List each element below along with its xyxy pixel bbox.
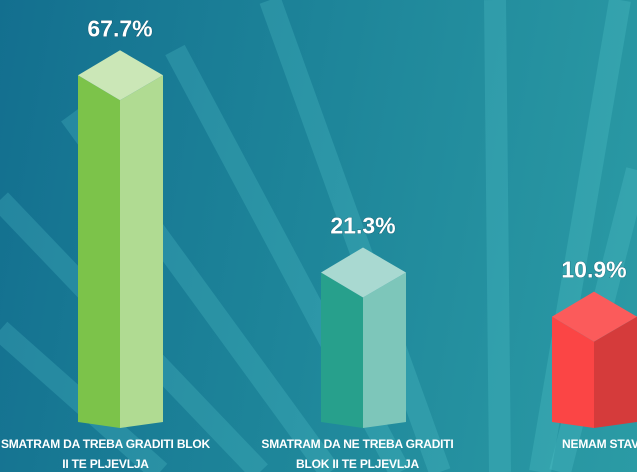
bar (552, 291, 637, 428)
bar (78, 50, 163, 429)
data-label: 67.7% (87, 15, 152, 41)
bar-side (363, 272, 406, 428)
bar-top (78, 50, 163, 101)
bar-front (321, 272, 363, 428)
bar-front (552, 316, 594, 428)
category-label: SMATRAM DA NE TREBA GRADITI BLOK II TE P… (261, 437, 454, 471)
bar-top (552, 291, 637, 342)
category-label: SMATRAM DA TREBA GRADITI BLOK II TE PLJE… (0, 437, 211, 471)
category-label: NEMAM STAV (562, 437, 637, 451)
bar-side (120, 75, 163, 429)
bar-top (321, 247, 406, 298)
bar (321, 247, 406, 428)
data-label: 21.3% (330, 212, 395, 238)
bar-front (78, 75, 120, 429)
bar-side (594, 316, 637, 428)
data-label: 10.9% (561, 257, 626, 283)
